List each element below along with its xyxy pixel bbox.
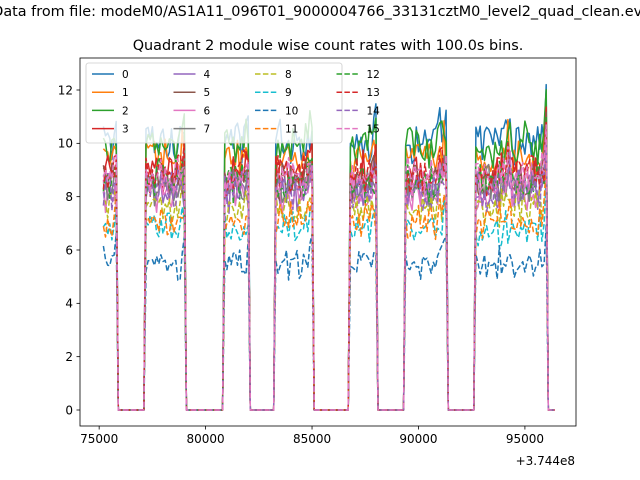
y-tick-label: 12 (58, 83, 73, 97)
legend-label-9: 9 (285, 87, 292, 99)
legend-label-12: 12 (367, 69, 380, 81)
legend-label-0: 0 (122, 69, 129, 81)
x-axis-offset-label: +3.744e8 (516, 454, 575, 468)
x-tick-label: 80000 (187, 432, 225, 446)
y-tick-label: 0 (65, 403, 73, 417)
legend-label-10: 10 (285, 105, 298, 117)
x-tick-label: 95000 (506, 432, 544, 446)
y-tick-label: 10 (58, 137, 73, 151)
legend-label-11: 11 (285, 124, 298, 136)
x-tick-label: 75000 (80, 432, 118, 446)
legend-label-7: 7 (204, 124, 211, 136)
chart-title: Quadrant 2 module wise count rates with … (133, 38, 524, 54)
legend-label-8: 8 (285, 69, 292, 81)
series-line-15 (102, 124, 555, 411)
y-tick-label: 6 (65, 243, 73, 257)
figure-suptitle: Data from file: modeM0/AS1A11_096T01_900… (0, 4, 640, 20)
axes-frame (79, 57, 577, 427)
legend-label-1: 1 (122, 87, 129, 99)
legend-label-13: 13 (367, 87, 380, 99)
legend-box (85, 62, 343, 144)
legend-label-6: 6 (204, 105, 211, 117)
legend-label-15: 15 (367, 124, 380, 136)
x-tick-label: 85000 (293, 432, 331, 446)
x-tick-label: 90000 (399, 432, 437, 446)
y-tick-label: 4 (65, 297, 73, 311)
legend-label-4: 4 (204, 69, 211, 81)
legend-label-2: 2 (122, 105, 129, 117)
y-tick-label: 8 (65, 190, 73, 204)
legend-label-14: 14 (367, 105, 381, 117)
y-tick-label: 2 (65, 350, 73, 364)
legend-label-5: 5 (204, 87, 211, 99)
legend-label-3: 3 (122, 124, 129, 136)
series-line-13 (102, 121, 555, 411)
